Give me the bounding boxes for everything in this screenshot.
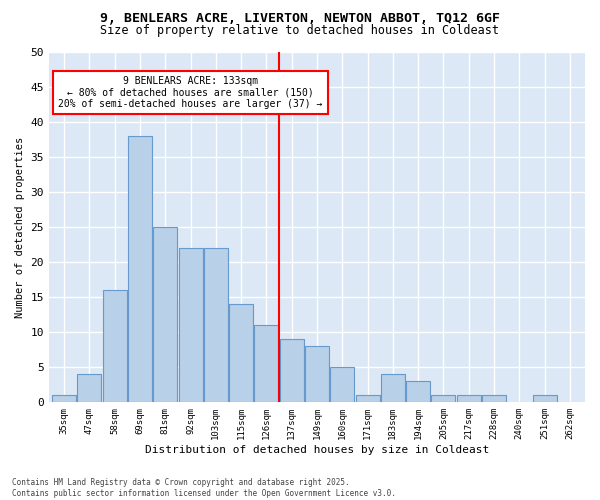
Bar xyxy=(103,290,127,403)
Bar xyxy=(204,248,228,402)
Text: 9 BENLEARS ACRE: 133sqm
← 80% of detached houses are smaller (150)
20% of semi-d: 9 BENLEARS ACRE: 133sqm ← 80% of detache… xyxy=(58,76,323,110)
Bar xyxy=(305,346,329,403)
Bar xyxy=(77,374,101,402)
Bar xyxy=(280,339,304,402)
Y-axis label: Number of detached properties: Number of detached properties xyxy=(15,136,25,318)
Text: 9, BENLEARS ACRE, LIVERTON, NEWTON ABBOT, TQ12 6GF: 9, BENLEARS ACRE, LIVERTON, NEWTON ABBOT… xyxy=(100,12,500,26)
X-axis label: Distribution of detached houses by size in Coldeast: Distribution of detached houses by size … xyxy=(145,445,489,455)
Bar xyxy=(128,136,152,402)
Bar xyxy=(179,248,203,402)
Bar xyxy=(482,396,506,402)
Bar xyxy=(153,227,177,402)
Bar xyxy=(431,396,455,402)
Bar xyxy=(533,396,557,402)
Bar xyxy=(52,396,76,402)
Bar xyxy=(356,396,380,402)
Bar xyxy=(406,382,430,402)
Bar xyxy=(254,325,278,402)
Bar xyxy=(457,396,481,402)
Bar xyxy=(229,304,253,402)
Text: Size of property relative to detached houses in Coldeast: Size of property relative to detached ho… xyxy=(101,24,499,37)
Text: Contains HM Land Registry data © Crown copyright and database right 2025.
Contai: Contains HM Land Registry data © Crown c… xyxy=(12,478,396,498)
Bar xyxy=(381,374,405,402)
Bar xyxy=(330,367,354,402)
